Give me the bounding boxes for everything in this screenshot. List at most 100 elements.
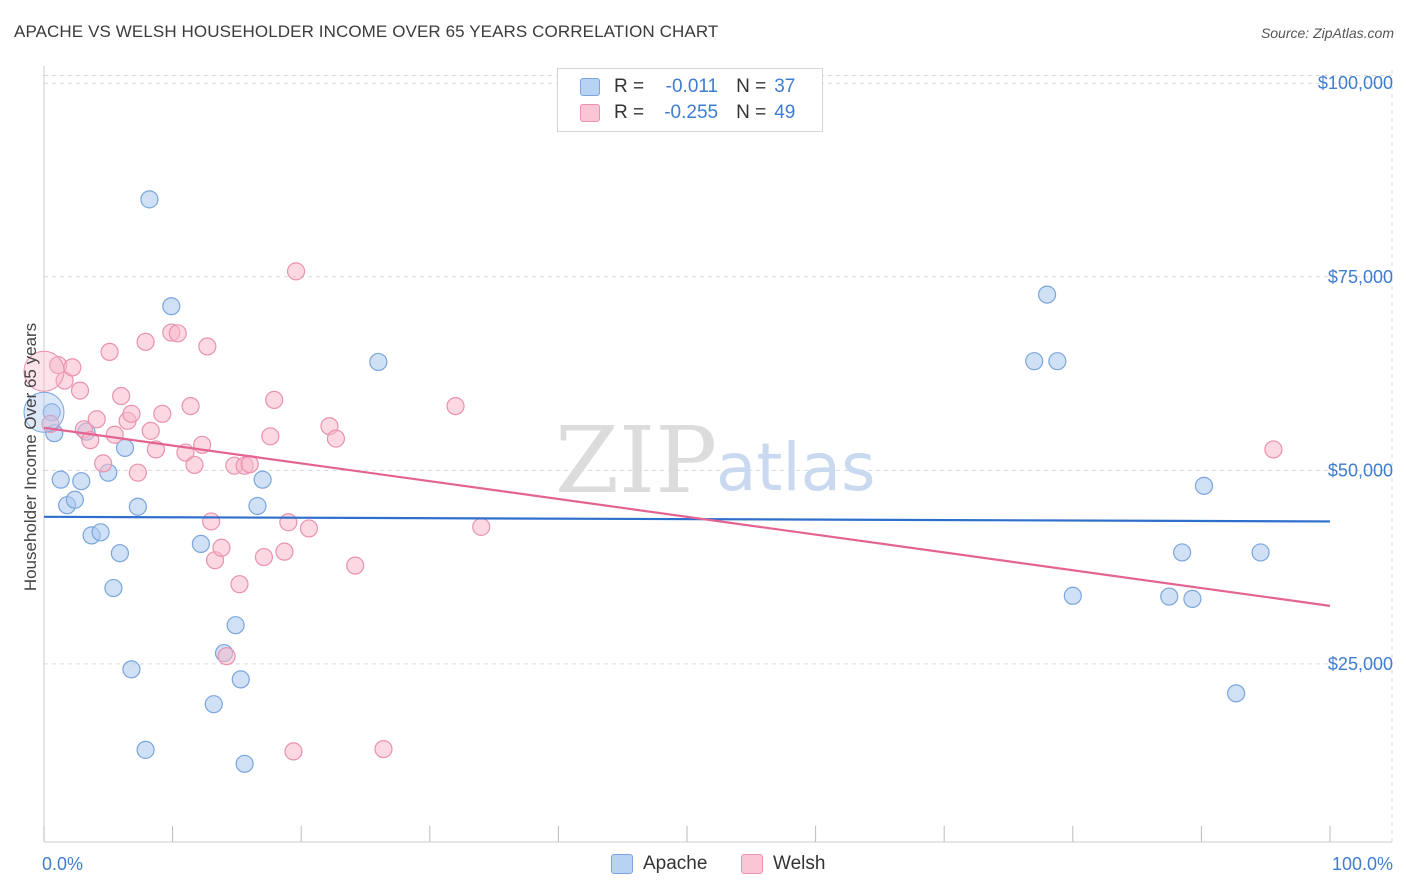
welsh-swatch [580, 104, 600, 122]
welsh-point [94, 454, 113, 473]
welsh-point [70, 381, 90, 400]
apache-point [1183, 589, 1202, 608]
apache-point [72, 472, 91, 491]
welsh-point [122, 404, 141, 423]
welsh-n-value: 49 [774, 102, 796, 123]
welsh-point [472, 517, 491, 536]
welsh-point [326, 429, 346, 448]
watermark-atlas: atlas [716, 429, 876, 506]
welsh-point [1264, 440, 1283, 459]
legend-row-apache: R = -0.011 N = 37 [580, 75, 795, 99]
welsh-point [212, 538, 231, 557]
welsh-point [217, 647, 236, 666]
points-layer [23, 190, 1283, 773]
x-tick-label: 100.0% [1332, 854, 1393, 874]
welsh-point [230, 575, 249, 594]
welsh-point [146, 440, 165, 459]
legend-r-label: R = [614, 76, 645, 97]
welsh-point [185, 455, 204, 475]
grid-layer [44, 70, 1393, 842]
welsh-point [374, 739, 393, 759]
y-tick-label: $25,000 [1328, 654, 1393, 674]
apache-point [1173, 543, 1192, 562]
apache-swatch [580, 78, 600, 96]
welsh-point [100, 342, 119, 361]
legend-item-apache: Apache [611, 852, 707, 876]
apache-point [122, 660, 141, 679]
welsh-point [202, 512, 221, 531]
apache-legend-swatch [611, 854, 633, 874]
apache-point [231, 670, 250, 689]
welsh-point [136, 332, 155, 351]
apache-point [1048, 352, 1067, 371]
y-tick-label: $75,000 [1328, 267, 1393, 287]
legend-item-welsh: Welsh [741, 852, 825, 876]
apache-point [1037, 285, 1057, 304]
welsh-trend-line [43, 426, 1331, 607]
welsh-point [87, 410, 106, 429]
apache-trend-line [43, 515, 1331, 523]
apache-point [1194, 476, 1214, 495]
welsh-point [299, 519, 319, 538]
y-tick-label: $50,000 [1328, 460, 1393, 480]
welsh-point [446, 396, 465, 416]
welsh-point [198, 337, 217, 356]
welsh-point [105, 425, 124, 444]
apache-point [136, 740, 155, 759]
apache-point [226, 616, 245, 635]
watermark: ZIP atlas [555, 407, 876, 514]
welsh-point [128, 463, 147, 482]
welsh-point [112, 386, 131, 406]
apache-point [1025, 352, 1044, 371]
apache-point [65, 490, 84, 509]
welsh-point [346, 556, 365, 575]
apache-point [51, 470, 70, 489]
stats-legend: R = -0.011 N = 37 R = -0.255 N = 49 [557, 68, 823, 132]
apache-legend-label: Apache [643, 853, 708, 874]
apache-point [248, 496, 267, 516]
source-label: Source: ZipAtlas.com [1260, 25, 1394, 41]
apache-point [162, 297, 181, 316]
apache-point [110, 544, 129, 563]
apache-point [23, 391, 65, 433]
welsh-point [286, 262, 306, 281]
trend-layer [43, 426, 1331, 607]
apache-point [140, 190, 159, 209]
welsh-legend-label: Welsh [773, 853, 826, 874]
welsh-point [153, 404, 172, 423]
legend-row-welsh: R = -0.255 N = 49 [580, 101, 795, 125]
apache-point [104, 578, 123, 598]
apache-point [191, 534, 210, 554]
apache-r-value: -0.011 [665, 76, 719, 97]
apache-point [204, 695, 223, 714]
welsh-point [23, 350, 65, 392]
apache-point [235, 754, 254, 773]
welsh-point [141, 421, 160, 440]
watermark-zip: ZIP [555, 407, 717, 514]
welsh-point [254, 547, 274, 567]
welsh-point [261, 427, 280, 446]
axes-layer [43, 66, 1392, 843]
welsh-point [279, 513, 298, 532]
welsh-point [63, 358, 82, 377]
apache-n-value: 37 [774, 76, 796, 97]
welsh-point [265, 390, 284, 409]
apache-point [369, 352, 388, 372]
apache-point [128, 497, 147, 516]
welsh-point [275, 542, 294, 561]
apache-point [1063, 586, 1082, 605]
y-axis-label: Householder Income Over 65 years [21, 323, 40, 591]
apache-point [1227, 684, 1246, 703]
legend-n-label: N = [736, 102, 767, 123]
legend-n-label: N = [736, 76, 767, 97]
welsh-point [284, 742, 303, 761]
apache-point [91, 523, 110, 542]
welsh-r-value: -0.255 [664, 102, 719, 123]
x-tick-label: 0.0% [42, 854, 83, 874]
welsh-point [168, 324, 187, 343]
apache-point [253, 470, 272, 489]
apache-point [1251, 543, 1270, 562]
welsh-point [181, 396, 200, 416]
legend-r-label: R = [614, 102, 645, 123]
